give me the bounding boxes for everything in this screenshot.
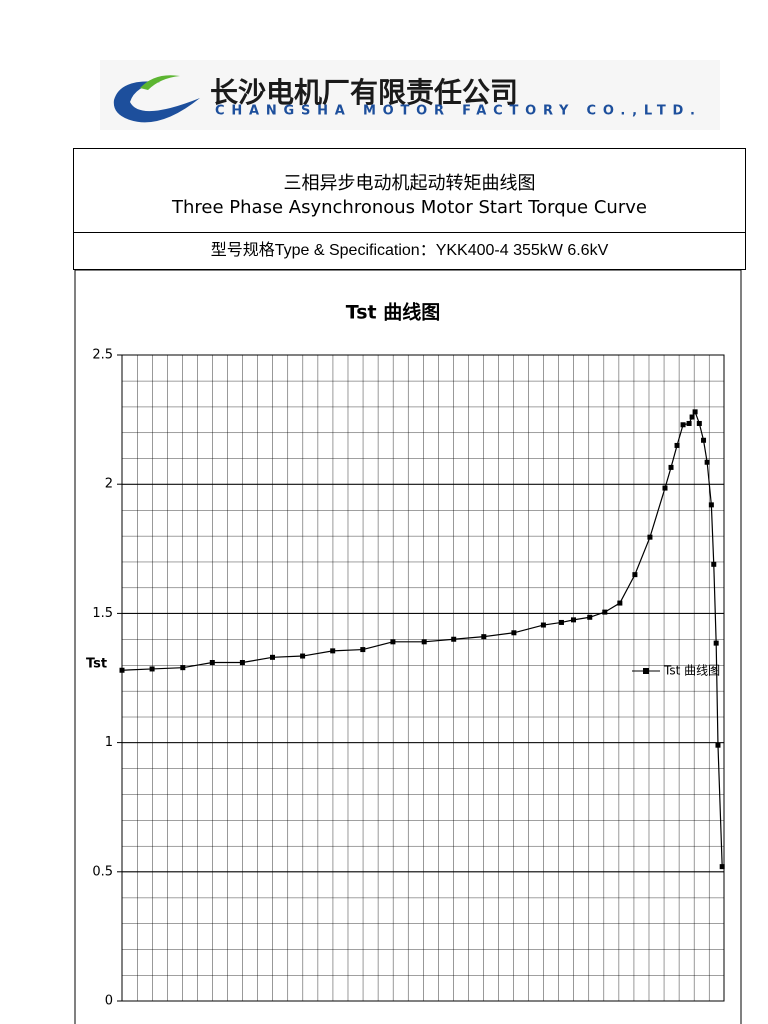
- y-axis-label: Tst: [86, 657, 107, 672]
- point-marker: [715, 742, 721, 748]
- point-marker: [689, 414, 695, 420]
- point-marker: [692, 409, 698, 415]
- y-tick-label: 1: [105, 735, 113, 750]
- title-en: Three Phase Asynchronous Motor Start Tor…: [172, 197, 647, 218]
- point-marker: [708, 502, 714, 508]
- point-marker: [662, 485, 668, 491]
- logo: 长沙电机厂有限责任公司 CHANGSHA MOTOR FACTORY CO.,L…: [100, 60, 720, 130]
- chart-title: Tst 曲线图: [346, 301, 440, 324]
- point-marker: [540, 622, 546, 628]
- point-marker: [330, 648, 336, 654]
- point-marker: [209, 659, 215, 665]
- point-marker: [680, 422, 686, 428]
- point-marker: [704, 459, 710, 465]
- y-tick-label: 2: [105, 477, 113, 492]
- point-marker: [617, 600, 623, 606]
- y-tick-label: 0.5: [92, 864, 113, 879]
- point-marker: [696, 420, 702, 426]
- point-marker: [149, 666, 155, 672]
- point-marker: [270, 654, 275, 660]
- point-marker: [719, 864, 725, 870]
- point-marker: [119, 667, 125, 673]
- point-marker: [511, 630, 517, 636]
- point-marker: [674, 442, 680, 448]
- point-marker: [632, 572, 638, 578]
- point-marker: [390, 639, 396, 645]
- legend-label: Tst 曲线图: [663, 664, 720, 678]
- y-tick-label: 0: [105, 994, 113, 1009]
- point-marker: [686, 420, 692, 426]
- point-marker: [713, 640, 719, 646]
- point-marker: [602, 609, 608, 615]
- y-tick-label: 2.5: [92, 348, 113, 363]
- legend-marker: [643, 668, 649, 674]
- point-marker: [668, 464, 674, 470]
- point-marker: [451, 636, 457, 642]
- logo-background: [100, 60, 720, 130]
- point-marker: [587, 614, 593, 620]
- plot-grid: [121, 354, 725, 1002]
- point-marker: [711, 561, 717, 567]
- point-marker: [647, 534, 653, 540]
- point-marker: [300, 653, 306, 659]
- company-name-cn: 长沙电机厂有限责任公司: [210, 76, 518, 109]
- point-marker: [180, 665, 186, 671]
- logo-swoosh: [113, 81, 200, 123]
- y-tick-label: 1.5: [92, 606, 113, 621]
- point-marker: [558, 619, 564, 625]
- point-marker: [571, 617, 576, 623]
- point-marker: [360, 647, 366, 653]
- point-marker: [701, 437, 707, 443]
- point-marker: [421, 639, 427, 645]
- company-name-en: CHANGSHA MOTOR FACTORY CO.,LTD.: [215, 104, 695, 119]
- chart-border: [74, 269, 742, 1024]
- point-marker: [481, 634, 487, 640]
- point-marker: [239, 659, 245, 665]
- logo-leaf: [140, 75, 180, 90]
- title-cn: 三相异步电动机起动转矩曲线图: [283, 173, 536, 194]
